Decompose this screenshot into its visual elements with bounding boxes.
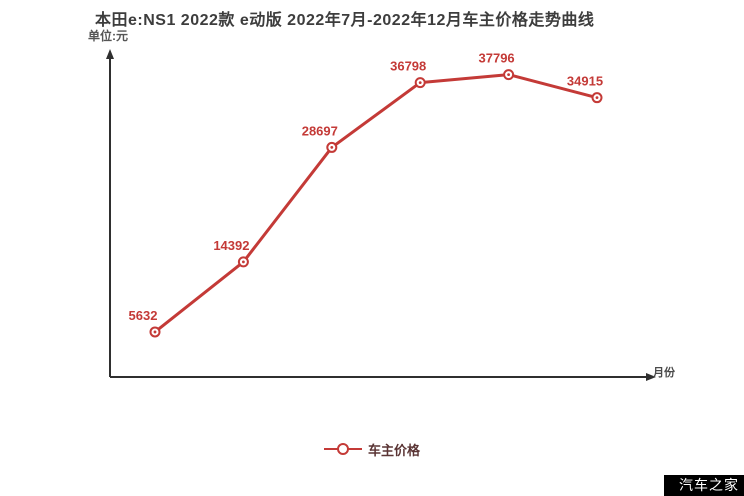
chart-title: 本田e:NS1 2022款 e动版 2022年7月-2022年12月车主价格走势… bbox=[95, 12, 595, 29]
x-axis-label: 月份 bbox=[653, 367, 675, 379]
data-point-label: 34915 bbox=[567, 74, 603, 89]
data-point-label: 28697 bbox=[302, 123, 338, 138]
data-point-label: 37796 bbox=[479, 51, 515, 66]
data-point-center-dot bbox=[242, 260, 245, 264]
data-point-center-dot bbox=[595, 96, 599, 100]
x-axis-arrow-icon bbox=[646, 373, 656, 381]
data-point-label: 5632 bbox=[129, 308, 158, 323]
data-point-center-dot bbox=[418, 81, 422, 85]
legend-label: 车主价格 bbox=[367, 442, 420, 458]
data-point-label: 36798 bbox=[390, 59, 426, 74]
legend-item-owner-price[interactable]: 车主价格 bbox=[0, 440, 744, 458]
data-point-center-dot bbox=[330, 146, 334, 149]
autohome-watermark: 汽车之家 bbox=[664, 475, 744, 496]
y-axis-arrow-icon bbox=[106, 49, 114, 59]
legend-line-marker-icon bbox=[323, 443, 362, 455]
data-point-center-dot bbox=[153, 330, 157, 334]
y-axis-unit-label: 单位:元 bbox=[88, 29, 128, 43]
series-line-owner-price bbox=[153, 73, 599, 334]
data-point-label: 14392 bbox=[213, 238, 249, 253]
data-point-center-dot bbox=[507, 73, 510, 77]
line-chart-canvas: 5632 14392 28697 36798 37796 34915 bbox=[106, 49, 656, 381]
